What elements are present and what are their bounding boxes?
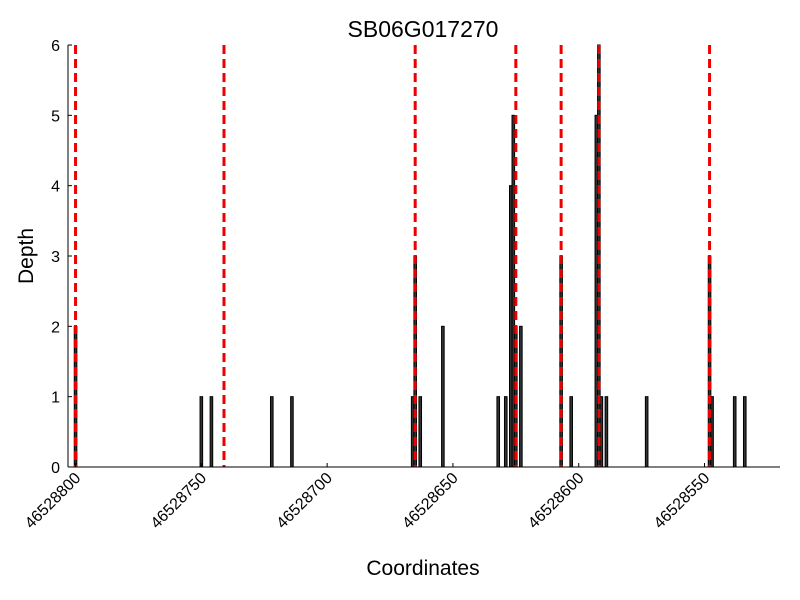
x-tick-label-1: 46528750 <box>148 470 210 532</box>
bar-8 <box>441 325 445 468</box>
bar-3 <box>269 396 274 468</box>
x-tick-label-2: 46528700 <box>274 470 336 532</box>
y-tick-label-3: 3 <box>51 249 60 266</box>
axes <box>67 45 780 468</box>
bar-9 <box>496 396 501 468</box>
y-tick-label-5: 5 <box>51 108 60 125</box>
bar-24 <box>732 396 737 468</box>
x-tick-label-0: 46528800 <box>22 470 84 532</box>
bar-20 <box>604 396 609 468</box>
x-tick-label-4: 46528600 <box>525 470 587 532</box>
axis-ticks: 0 1 2 3 4 5 6 46528800 46528750 46528700 46528650 4… <box>22 38 713 532</box>
bar-7 <box>418 396 423 468</box>
bar-19 <box>599 396 604 468</box>
y-tick-label-0: 0 <box>51 460 60 477</box>
bar-14 <box>519 325 523 468</box>
bar-1 <box>199 396 204 468</box>
x-axis-label: Coordinates <box>366 557 479 580</box>
y-tick-label-4: 4 <box>51 179 60 196</box>
bar-25 <box>742 396 747 468</box>
bar-23 <box>710 396 714 468</box>
y-tick-label-1: 1 <box>51 390 60 407</box>
y-tick-label-6: 6 <box>51 38 60 55</box>
y-axis-label: Depth <box>15 228 38 284</box>
x-tick-label-5: 46528550 <box>651 470 713 532</box>
bar-4 <box>290 396 294 468</box>
vertical-marker-lines <box>74 45 712 467</box>
x-tick-label-3: 46528650 <box>399 470 461 532</box>
y-tick-label-2: 2 <box>51 319 60 336</box>
bars-group <box>73 44 747 468</box>
chart-title: SB06G017270 <box>348 16 499 42</box>
bar-2 <box>209 396 214 468</box>
bar-10 <box>503 396 508 468</box>
bar-21 <box>644 396 649 468</box>
bar-16 <box>569 396 573 468</box>
